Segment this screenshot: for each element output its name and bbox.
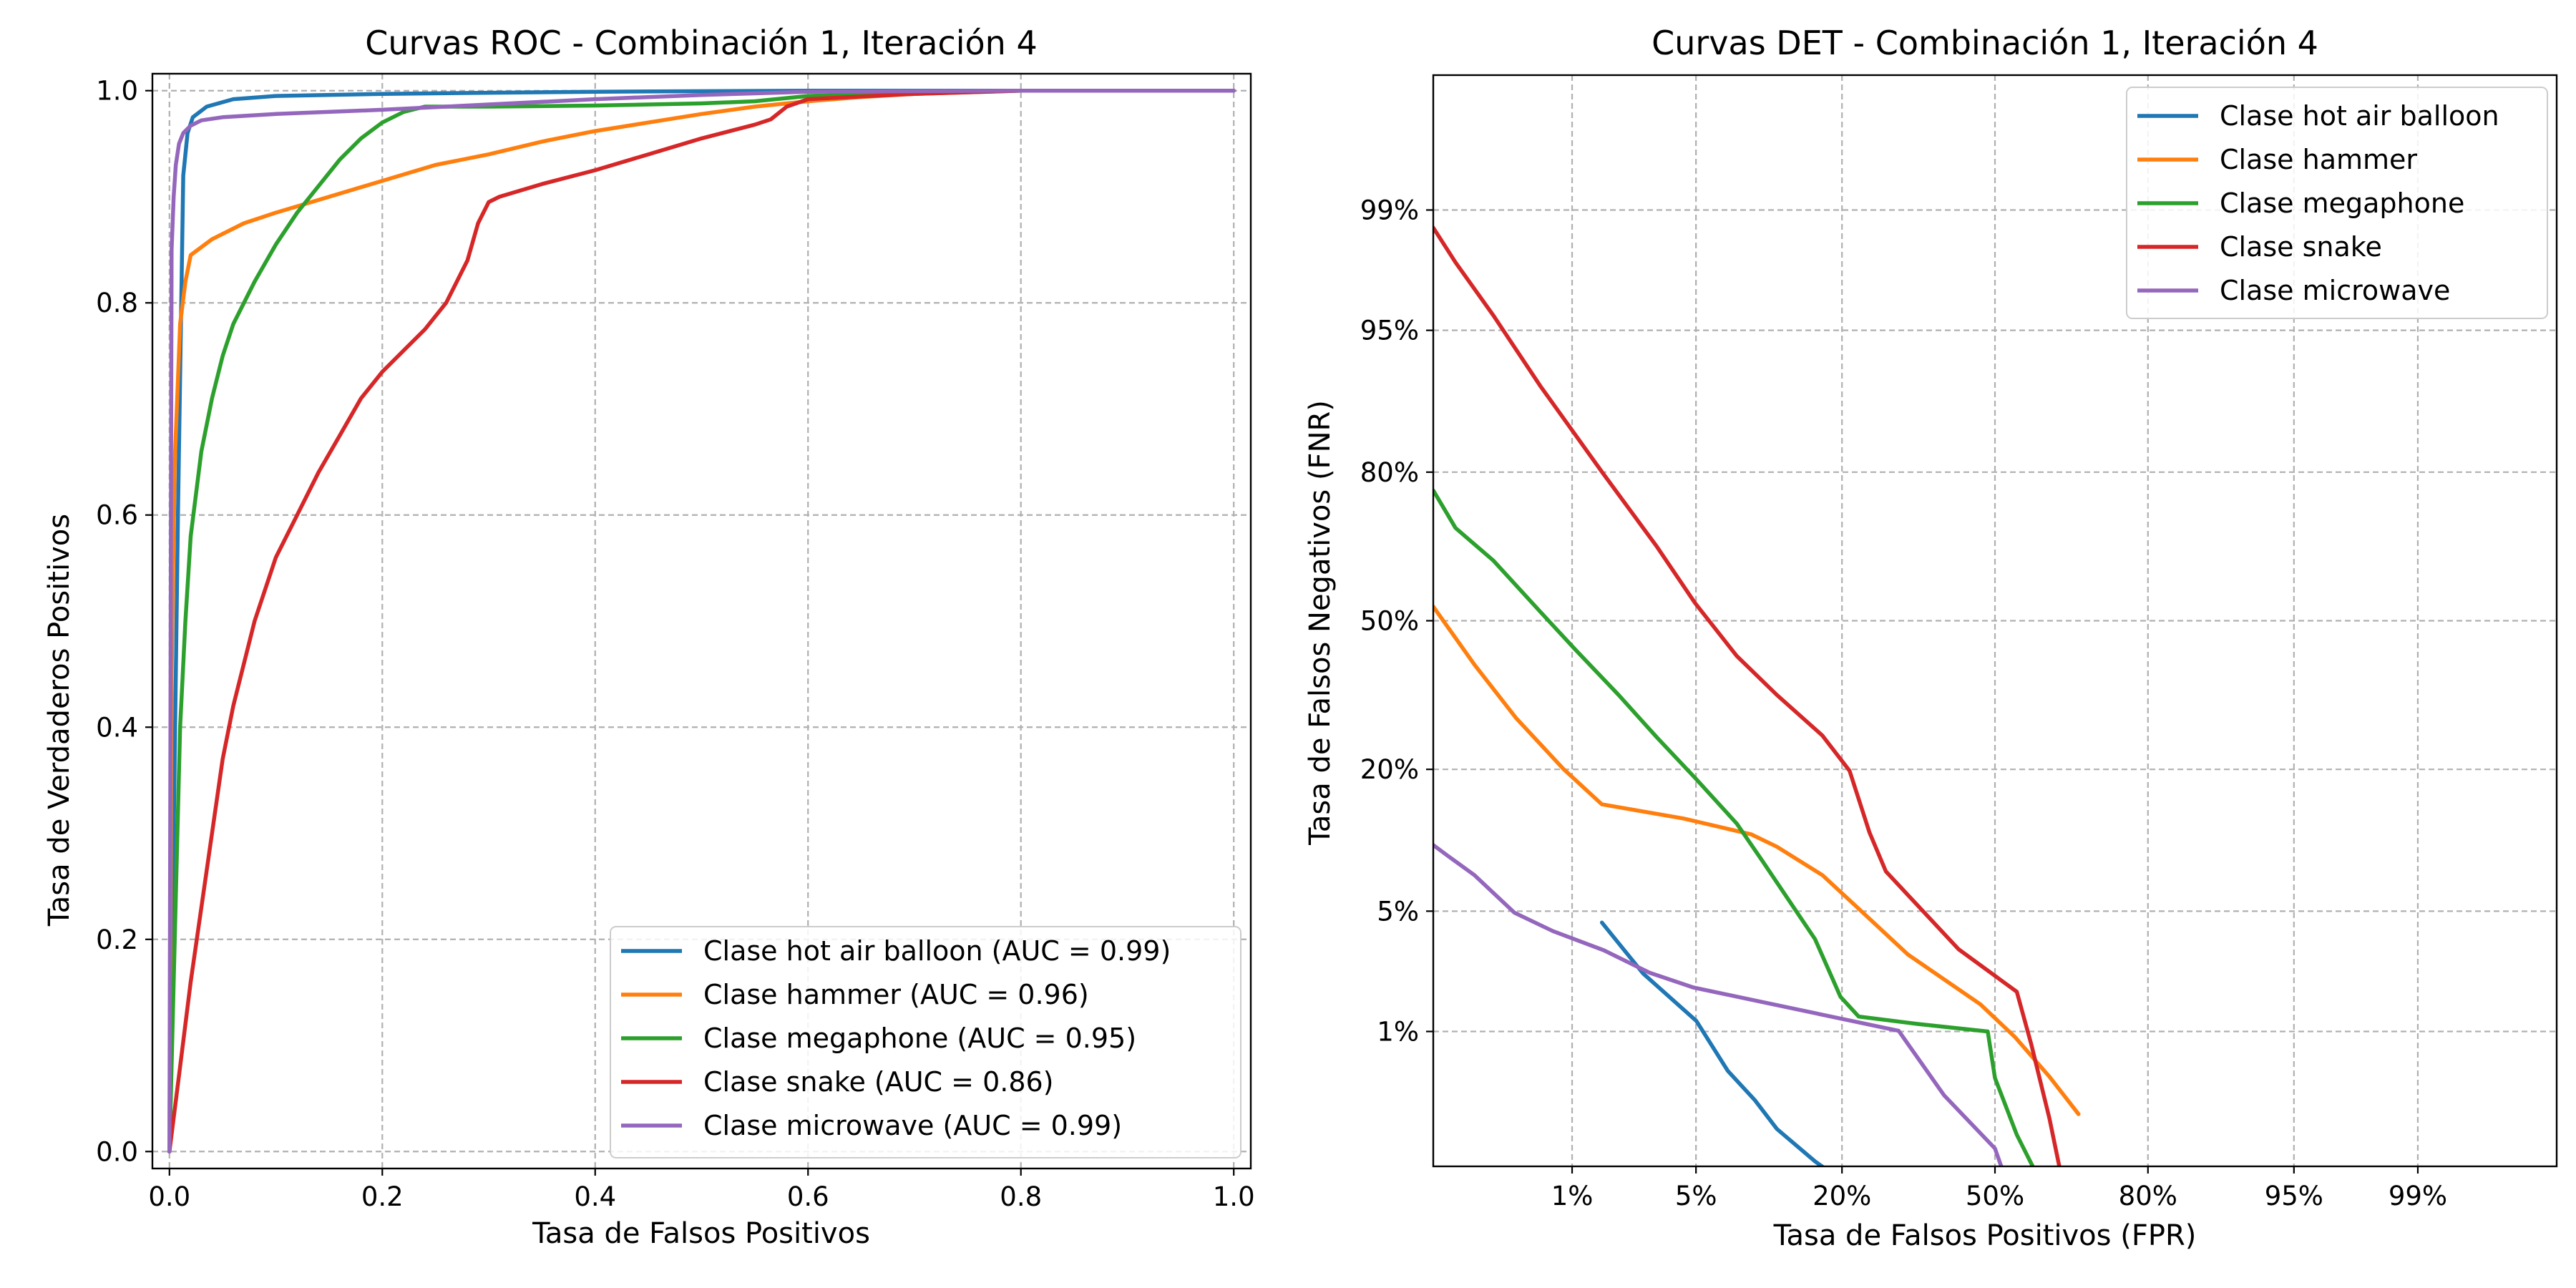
- roc-x-axis-label: Tasa de Falsos Positivos: [532, 1217, 870, 1250]
- det-chart: Curvas DET - Combinación 1, Iteración 4 …: [1304, 24, 2558, 1252]
- det-x-tick-label: 50%: [1966, 1181, 2024, 1211]
- roc-y-tick-label: 0.0: [96, 1136, 138, 1167]
- roc-x-tick-label: 1.0: [1213, 1181, 1255, 1212]
- roc-series-line: [167, 88, 1236, 1154]
- roc-x-tick-label: 0.2: [361, 1181, 404, 1212]
- det-x-tick-label: 20%: [1813, 1181, 1871, 1211]
- det-series-line: [1433, 843, 2004, 1166]
- det-plot-frame: [1432, 74, 2558, 1168]
- roc-chart: Curvas ROC - Combinación 1, Iteración 4 …: [43, 24, 1255, 1250]
- roc-y-tick-label: 0.8: [96, 288, 138, 318]
- det-series-line: [1433, 225, 2062, 1166]
- roc-title: Curvas ROC - Combinación 1, Iteración 4: [365, 24, 1037, 62]
- det-y-tick-label: 99%: [1360, 195, 1419, 225]
- roc-legend-label: Clase hammer (AUC = 0.96): [703, 979, 1089, 1010]
- det-series-line: [1433, 488, 2035, 1166]
- det-y-tick-label: 80%: [1360, 457, 1419, 488]
- det-y-tick-label: 50%: [1360, 606, 1419, 637]
- roc-legend-box: [610, 926, 1241, 1158]
- det-series-line: [1599, 920, 1825, 1166]
- roc-x-tick-label: 0.0: [148, 1181, 190, 1212]
- roc-legend-label: Clase hot air balloon (AUC = 0.99): [703, 935, 1171, 967]
- roc-legend-label: Clase microwave (AUC = 0.99): [703, 1110, 1122, 1141]
- det-lines: [1433, 225, 2081, 1166]
- det-series-line: [1433, 604, 2081, 1116]
- roc-plot-frame: [151, 72, 1252, 1170]
- roc-legend-label: Clase snake (AUC = 0.86): [703, 1066, 1054, 1098]
- det-y-tick-label: 20%: [1360, 754, 1419, 785]
- det-x-tick-label: 99%: [2389, 1181, 2447, 1211]
- roc-y-tick-label: 0.4: [96, 712, 138, 743]
- roc-legend-label: Clase megaphone (AUC = 0.95): [703, 1023, 1136, 1054]
- roc-series-line: [167, 88, 1236, 1154]
- det-y-tick-label: 5%: [1377, 896, 1419, 927]
- det-x-tick-label: 95%: [2265, 1181, 2323, 1211]
- det-legend-label: Clase hammer: [2220, 144, 2417, 175]
- det-legend-box: [2126, 87, 2548, 319]
- det-y-tick-label: 1%: [1377, 1017, 1419, 1048]
- det-title: Curvas DET - Combinación 1, Iteración 4: [1652, 24, 2318, 62]
- det-x-tick-label: 1%: [1551, 1181, 1594, 1211]
- det-y-tick-label: 95%: [1360, 316, 1419, 346]
- roc-y-axis-label: Tasa de Verdaderos Positivos: [43, 514, 76, 927]
- roc-x-tick-label: 0.4: [574, 1181, 616, 1212]
- det-x-tick-label: 80%: [2119, 1181, 2177, 1211]
- det-x-tick-label: 5%: [1675, 1181, 1717, 1211]
- det-legend-label: Clase megaphone: [2220, 187, 2464, 219]
- roc-legend: Clase hot air balloon (AUC = 0.99) Clase …: [610, 926, 1241, 1158]
- roc-x-tick-label: 0.8: [1000, 1181, 1042, 1212]
- roc-x-tick-label: 0.6: [787, 1181, 829, 1212]
- roc-series-line: [167, 88, 1236, 1154]
- det-legend-label: Clase snake: [2220, 231, 2382, 263]
- det-legend-label: Clase hot air balloon: [2220, 100, 2499, 132]
- det-y-axis-label: Tasa de Falsos Negativos (FNR): [1304, 400, 1337, 846]
- roc-y-tick-label: 0.2: [96, 924, 138, 955]
- det-legend-label: Clase microwave: [2220, 275, 2450, 306]
- roc-y-tick-label: 0.6: [96, 500, 138, 531]
- det-x-axis-label: Tasa de Falsos Positivos (FPR): [1773, 1219, 2197, 1252]
- roc-y-tick-label: 1.0: [96, 76, 138, 107]
- det-legend: Clase hot air balloon Clase hammer Clase m…: [2126, 87, 2548, 319]
